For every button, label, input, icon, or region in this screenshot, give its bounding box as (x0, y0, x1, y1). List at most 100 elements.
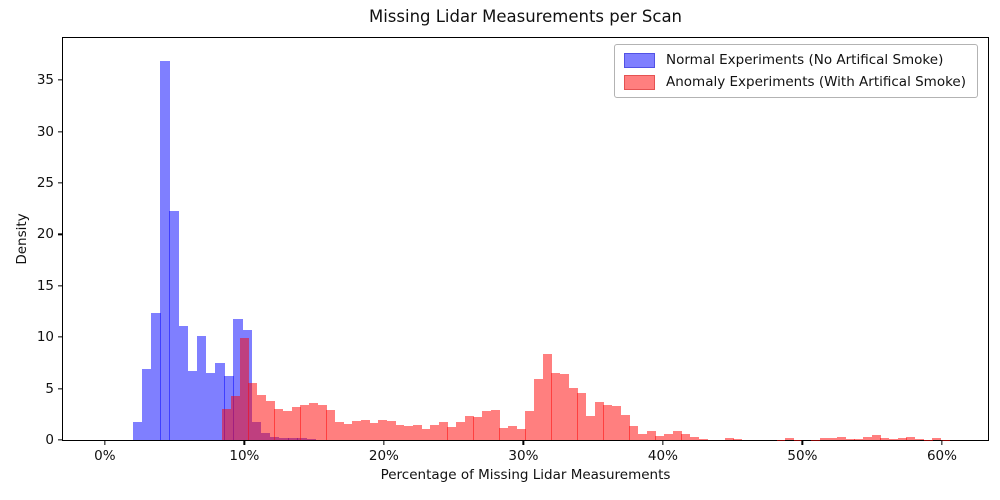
histogram-bar-anomaly (568, 387, 578, 440)
histogram-bar-anomaly (239, 338, 249, 440)
histogram-bar-anomaly (785, 438, 795, 440)
y-tick-mark (58, 336, 63, 338)
histogram-bar-anomaly (308, 403, 318, 440)
chart-title: Missing Lidar Measurements per Scan (368, 7, 683, 26)
histogram-bar-anomaly (282, 411, 292, 440)
histogram-bar-anomaly (265, 400, 275, 440)
histogram-bar-anomaly (456, 421, 466, 440)
histogram-bar-anomaly (655, 436, 665, 440)
histogram-bar-anomaly (222, 409, 232, 440)
histogram-bar-anomaly (542, 354, 552, 440)
histogram-bar-anomaly (334, 421, 344, 440)
legend-entry-normal: Normal Experiments (No Artifical Smoke) (624, 52, 966, 68)
x-tick-mark (662, 440, 664, 445)
histogram-bar-normal (233, 318, 243, 440)
histogram-bar-anomaly (594, 402, 604, 440)
y-tick-label: 0 (45, 432, 54, 448)
y-tick-label: 30 (36, 123, 54, 140)
histogram-bar-anomaly (560, 374, 569, 440)
x-tick-label: 20% (368, 448, 399, 464)
histogram-bar-anomaly (629, 425, 639, 440)
histogram-bar-anomaly (412, 425, 422, 440)
histogram-bar-anomaly (837, 437, 847, 440)
histogram-bar-anomaly (681, 433, 691, 440)
histogram-bar-anomaly (638, 434, 647, 440)
y-tick-mark (58, 285, 63, 287)
histogram-bar-anomaly (291, 407, 301, 440)
histogram-bar-anomaly (733, 438, 743, 440)
histogram-bar-anomaly (603, 405, 613, 440)
histogram-bar-anomaly (516, 428, 526, 440)
histogram-bar-anomaly (343, 423, 353, 440)
y-tick-label: 25 (36, 174, 54, 191)
histogram-bar-anomaly (863, 437, 873, 440)
histogram-bar-anomaly (378, 420, 388, 440)
histogram-bar-anomaly (845, 438, 855, 440)
x-tick-mark (522, 440, 525, 445)
histogram-bar-anomaly (352, 420, 362, 440)
histogram-bar-anomaly (464, 415, 474, 440)
histogram-bar-anomaly (551, 372, 561, 440)
histogram-bar-anomaly (586, 416, 595, 440)
histogram-bar-anomaly (854, 438, 864, 440)
histogram-bar-anomaly (871, 435, 881, 440)
histogram-bar-anomaly (663, 434, 673, 440)
histogram-bar-anomaly (620, 415, 630, 440)
histogram-bar-anomaly (811, 439, 821, 440)
histogram-bar-anomaly (828, 437, 838, 440)
histogram-bar-normal (187, 371, 198, 440)
y-tick-mark (58, 182, 63, 184)
y-tick-label: 20 (36, 226, 54, 243)
histogram-bar-anomaly (404, 426, 414, 440)
histogram-bar-anomaly (508, 425, 518, 440)
histogram-bar-normal (196, 336, 207, 440)
x-tick-mark (104, 440, 106, 445)
histogram-bar-anomaly (793, 439, 803, 440)
y-axis-label: Density (14, 213, 30, 265)
histogram-bar-anomaly (889, 438, 899, 440)
legend-swatch-anomaly (624, 74, 655, 90)
histogram-bar-anomaly (698, 438, 708, 440)
y-tick-mark (58, 387, 63, 390)
histogram-bar-anomaly (672, 431, 682, 440)
x-tick-mark (801, 440, 804, 445)
histogram-bar-anomaly (473, 417, 483, 440)
histogram-bar-anomaly (776, 439, 786, 440)
histogram-bar-anomaly (317, 405, 327, 440)
x-tick-label: 30% (508, 448, 539, 464)
histogram-bar-anomaly (724, 437, 734, 440)
histogram-bar-anomaly (689, 437, 699, 440)
y-tick-mark (58, 233, 63, 236)
y-tick-mark (58, 79, 63, 81)
bars-layer-anomaly (63, 38, 988, 440)
x-axis-label: Percentage of Missing Lidar Measurements (380, 467, 671, 483)
histogram-bar-anomaly (819, 438, 829, 440)
histogram-bar-normal (224, 376, 234, 440)
histogram-bar-anomaly (915, 438, 925, 440)
histogram-bar-normal (160, 60, 170, 440)
histogram-bar-anomaly (897, 437, 907, 440)
histogram-bar-normal (206, 373, 216, 440)
x-tick-label: 50% (787, 448, 818, 464)
histogram-bar-anomaly (482, 410, 492, 440)
histogram-bar-normal (151, 312, 161, 440)
y-tick-label: 15 (36, 277, 54, 294)
plot-area: Normal Experiments (No Artifical Smoke) … (37, 37, 989, 464)
y-tick-label: 10 (36, 329, 54, 346)
histogram-bar-anomaly (534, 379, 543, 440)
histogram-bar-anomaly (941, 439, 951, 440)
histogram-bar-anomaly (326, 410, 336, 440)
histogram-bar-anomaly (386, 420, 396, 440)
x-tick-label: 60% (926, 448, 957, 464)
histogram-bar-anomaly (646, 431, 656, 440)
histogram-bar-anomaly (421, 429, 431, 440)
x-tick-label: 40% (647, 448, 678, 464)
histogram-bar-anomaly (369, 422, 379, 440)
y-tick-mark (58, 130, 63, 133)
y-tick-label: 5 (45, 380, 54, 397)
histogram-bar-anomaly (430, 424, 440, 440)
histogram-bar-anomaly (230, 395, 240, 440)
histogram-bar-anomaly (923, 439, 933, 440)
histogram-bar-anomaly (880, 437, 890, 440)
